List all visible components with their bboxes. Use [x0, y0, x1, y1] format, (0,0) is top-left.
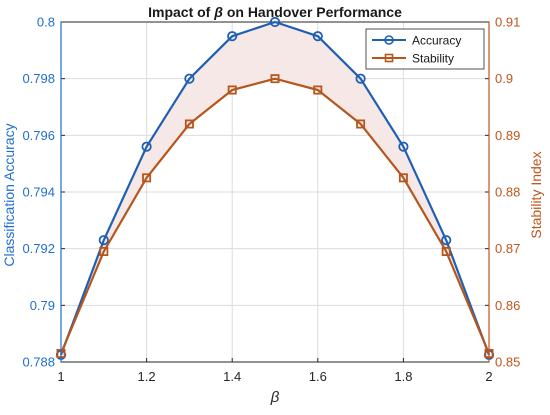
- data-point-stability: [356, 119, 366, 129]
- series-line-accuracy: [59, 20, 491, 356]
- data-point-accuracy: [141, 141, 152, 152]
- x-tick-label: 1: [57, 369, 64, 384]
- data-point-accuracy: [227, 31, 238, 42]
- data-point-accuracy: [441, 235, 452, 246]
- x-tick-label: 1.6: [309, 369, 327, 384]
- x-tick-label: 1.4: [223, 369, 241, 384]
- data-point-accuracy: [312, 31, 323, 42]
- data-point-stability: [99, 246, 109, 256]
- series-line-stability: [59, 77, 491, 354]
- x-axis-label: β: [270, 389, 280, 406]
- data-point-accuracy: [355, 73, 366, 84]
- legend-box: [365, 28, 485, 70]
- y-left-tick-label: 0.794: [22, 185, 55, 200]
- x-tick-label: 2: [485, 369, 492, 384]
- data-point-stability: [313, 85, 323, 95]
- y-axis-label-left: Classification Accuracy: [1, 123, 17, 266]
- y-right-tick-label: 0.87: [495, 241, 520, 256]
- legend-stability-label: Stability: [412, 52, 454, 66]
- y-right-tick-label: 0.86: [495, 298, 520, 313]
- ticks-layer: 1 1.2 1.4 1.6 1.8 2 0.788 0.79 0.792 0.794 0.796 0.…: [22, 15, 520, 385]
- data-point-stability: [142, 173, 152, 183]
- y-left-tick-label: 0.788: [22, 355, 55, 370]
- y-right-tick-label: 0.85: [495, 355, 520, 370]
- legend-stability-marker: [384, 53, 394, 63]
- data-point-stability: [441, 246, 451, 256]
- data-point-stability: [227, 85, 237, 95]
- legend-accuracy-marker: [384, 35, 394, 45]
- y-right-tick-label: 0.89: [495, 128, 520, 143]
- legend-accuracy-label: Accuracy: [412, 34, 461, 48]
- y-right-tick-label: 0.9: [495, 71, 513, 86]
- y-right-tick-label: 0.91: [495, 15, 520, 30]
- data-point-accuracy: [184, 73, 195, 84]
- title-prefix: Impact of: [148, 4, 211, 20]
- x-tick-label: 1.8: [394, 369, 412, 384]
- title-suffix: on Handover Performance: [227, 4, 402, 20]
- legend: Accuracy Stability: [365, 28, 485, 70]
- chart-title: Impact of β on Handover Performance: [148, 4, 402, 20]
- data-point-stability: [270, 74, 280, 84]
- data-point-stability: [398, 173, 408, 183]
- data-point-accuracy: [398, 141, 409, 152]
- data-point-accuracy: [269, 16, 281, 28]
- data-point-accuracy: [98, 235, 109, 246]
- x-tick-label: 1.2: [138, 369, 156, 384]
- y-right-tick-label: 0.88: [495, 185, 520, 200]
- title-symbol: β: [213, 4, 223, 20]
- y-axis-label-right: Stability Index: [528, 151, 544, 238]
- series-layer: [55, 16, 495, 361]
- y-left-tick-label: 0.79: [30, 298, 55, 313]
- y-left-tick-label: 0.792: [22, 241, 55, 256]
- y-left-tick-label: 0.796: [22, 128, 55, 143]
- data-point-stability: [184, 119, 194, 129]
- y-left-tick-label: 0.8: [37, 15, 55, 30]
- y-left-tick-label: 0.798: [22, 71, 55, 86]
